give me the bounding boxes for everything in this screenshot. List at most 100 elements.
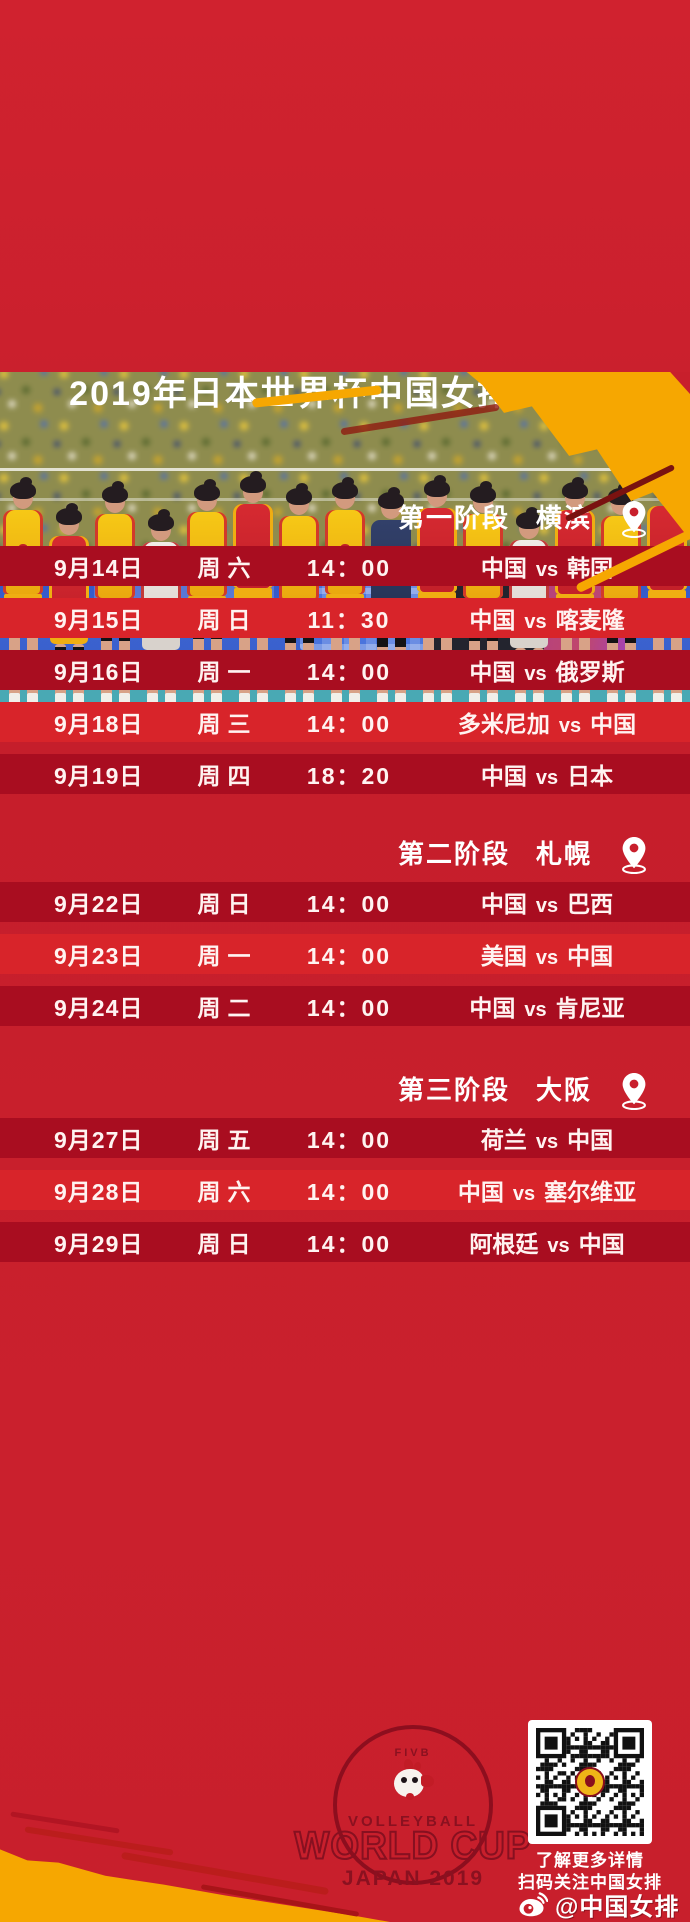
match-date: 9月28日 bbox=[54, 1179, 144, 1205]
match-weekday: 周二 bbox=[197, 995, 258, 1021]
stage-name: 第二阶段 bbox=[397, 838, 510, 869]
home-team: 中国 bbox=[457, 1179, 504, 1205]
match-date: 9月22日 bbox=[54, 891, 144, 917]
match-row: 9月16日 周一 14：00 中国 vs 俄罗斯 bbox=[0, 650, 690, 690]
match-weekday: 周日 bbox=[197, 1231, 258, 1257]
match-row: 9月15日 周日 11：30 中国 vs 喀麦隆 bbox=[0, 598, 690, 638]
match-teams: 美国 vs 中国 bbox=[424, 937, 670, 971]
match-weekday: 周四 bbox=[197, 763, 258, 789]
match-teams: 中国 vs 韩国 bbox=[424, 549, 670, 583]
vs-label: vs bbox=[524, 611, 547, 633]
vs-label: vs bbox=[524, 999, 547, 1021]
match-teams: 中国 vs 肯尼亚 bbox=[424, 989, 670, 1023]
home-team: 中国 bbox=[480, 763, 527, 789]
match-teams: 中国 vs 巴西 bbox=[424, 885, 670, 919]
match-time: 14：00 bbox=[306, 943, 392, 969]
home-team: 中国 bbox=[469, 995, 516, 1021]
away-team: 塞尔维亚 bbox=[544, 1179, 637, 1205]
match-time: 14：00 bbox=[306, 1179, 392, 1205]
home-team: 美国 bbox=[480, 943, 527, 969]
match-row: 9月19日 周四 18：20 中国 vs 日本 bbox=[0, 754, 690, 794]
match-time: 14：00 bbox=[306, 1127, 392, 1153]
match-teams: 中国 vs 塞尔维亚 bbox=[424, 1173, 670, 1207]
player-head bbox=[240, 471, 266, 503]
vs-label: vs bbox=[535, 1131, 559, 1153]
player-head bbox=[378, 487, 404, 519]
stage-name: 第一阶段 bbox=[397, 502, 510, 533]
fivb-mascot-icon bbox=[390, 1758, 436, 1803]
away-team: 中国 bbox=[567, 1127, 614, 1153]
match-date: 9月18日 bbox=[54, 711, 144, 737]
match-time: 14：00 bbox=[306, 891, 392, 917]
home-team: 阿根廷 bbox=[469, 1231, 539, 1257]
away-team: 中国 bbox=[590, 711, 637, 737]
fivb-label: FIVB bbox=[394, 1747, 432, 1759]
stage-header: 第三阶段 大阪 bbox=[0, 1070, 690, 1110]
match-row: 9月23日 周一 14：00 美国 vs 中国 bbox=[0, 934, 690, 974]
match-row: 9月14日 周六 14：00 中国 vs 韩国 bbox=[0, 546, 690, 586]
stage-city: 札幌 bbox=[535, 838, 592, 869]
vs-label: vs bbox=[547, 1235, 570, 1257]
match-weekday: 周五 bbox=[197, 1127, 258, 1153]
match-teams: 多米尼加 vs 中国 bbox=[424, 705, 670, 739]
match-teams: 中国 vs 日本 bbox=[424, 757, 670, 791]
weibo-handle: @中国女排 bbox=[555, 1894, 680, 1921]
world-cup-logo: FIVB VOLLEYBALL WORLD CUP JAPAN 2019 bbox=[293, 1725, 532, 1890]
match-teams: 荷兰 vs 中国 bbox=[424, 1121, 670, 1155]
vs-label: vs bbox=[535, 559, 559, 581]
match-date: 9月16日 bbox=[54, 659, 144, 685]
qr-caption-line1: 了解更多详情 bbox=[536, 1851, 644, 1870]
match-time: 18：20 bbox=[306, 763, 392, 789]
vs-label: vs bbox=[535, 895, 559, 917]
stage-section: 第一阶段 横滨 9月14日 周六 14：00 中国 vs 韩国 9月15日 周日 11：30 中国 v… bbox=[0, 498, 690, 794]
home-team: 中国 bbox=[480, 555, 527, 581]
match-weekday: 周日 bbox=[197, 891, 258, 917]
location-pin-icon bbox=[622, 1072, 646, 1110]
stage-section: 第二阶段 札幌 9月22日 周日 14：00 中国 vs 巴西 9月23日 周一 14：00 美国 v… bbox=[0, 834, 690, 1026]
home-team: 中国 bbox=[469, 659, 516, 685]
away-team: 喀麦隆 bbox=[555, 607, 625, 633]
match-date: 9月23日 bbox=[54, 943, 144, 969]
footer: FIVB VOLLEYBALL WORLD CUP JAPAN 2019 了解更… bbox=[0, 1707, 690, 1922]
logo-japan-2019-label: JAPAN 2019 bbox=[341, 1867, 485, 1890]
player-head bbox=[56, 503, 82, 535]
away-team: 韩国 bbox=[567, 555, 614, 581]
vs-label: vs bbox=[524, 663, 547, 685]
stage-city: 大阪 bbox=[535, 1074, 592, 1105]
stage-city: 横滨 bbox=[535, 502, 592, 533]
match-weekday: 周一 bbox=[197, 659, 258, 685]
match-row: 9月27日 周五 14：00 荷兰 vs 中国 bbox=[0, 1118, 690, 1158]
stand-railing bbox=[0, 468, 690, 471]
location-pin-icon bbox=[622, 500, 646, 538]
home-team: 荷兰 bbox=[480, 1127, 527, 1153]
match-weekday: 周六 bbox=[197, 1179, 258, 1205]
vs-label: vs bbox=[512, 1183, 536, 1205]
match-row: 9月18日 周三 14：00 多米尼加 vs 中国 bbox=[0, 702, 690, 742]
away-team: 中国 bbox=[578, 1231, 625, 1257]
match-row: 9月24日 周二 14：00 中国 vs 肯尼亚 bbox=[0, 986, 690, 1026]
player-head bbox=[424, 475, 450, 507]
schedule: 第一阶段 横滨 9月14日 周六 14：00 中国 vs 韩国 9月15日 周日 11：30 中国 v… bbox=[0, 498, 690, 1262]
player-head bbox=[194, 479, 220, 511]
match-time: 14：00 bbox=[306, 995, 392, 1021]
match-row: 9月29日 周日 14：00 阿根廷 vs 中国 bbox=[0, 1222, 690, 1262]
poster-title: 2019年日本世界杯中国女排赛程表 bbox=[69, 375, 621, 413]
weibo-icon bbox=[519, 1891, 548, 1916]
away-team: 日本 bbox=[567, 763, 614, 789]
match-date: 9月15日 bbox=[54, 607, 144, 633]
match-time: 11：30 bbox=[307, 607, 391, 633]
match-date: 9月24日 bbox=[54, 995, 144, 1021]
away-team: 俄罗斯 bbox=[555, 659, 625, 685]
match-row: 9月22日 周日 14：00 中国 vs 巴西 bbox=[0, 882, 690, 922]
match-weekday: 周一 bbox=[197, 943, 258, 969]
match-date: 9月27日 bbox=[54, 1127, 144, 1153]
match-teams: 阿根廷 vs 中国 bbox=[424, 1225, 670, 1259]
player-head bbox=[286, 483, 312, 515]
match-date: 9月29日 bbox=[54, 1231, 144, 1257]
location-pin-icon bbox=[622, 836, 646, 874]
match-date: 9月14日 bbox=[54, 555, 144, 581]
player-head bbox=[148, 509, 174, 541]
match-time: 14：00 bbox=[306, 555, 392, 581]
stage-header: 第二阶段 札幌 bbox=[0, 834, 690, 874]
away-team: 肯尼亚 bbox=[555, 995, 625, 1021]
